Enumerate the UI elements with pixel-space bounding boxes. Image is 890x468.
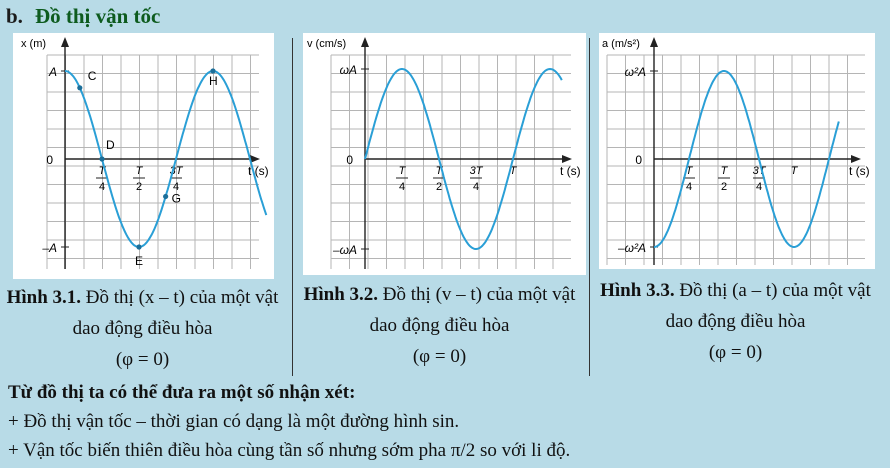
point-label: G [172, 191, 181, 205]
origin-label: 0 [46, 153, 53, 167]
max-value-label: ω²A [625, 65, 646, 79]
tick-denominator: 2 [721, 181, 727, 193]
caption-x-t-bold: Hình 3.1. [6, 287, 82, 308]
tick-numerator: T [99, 165, 107, 177]
divider-1 [292, 38, 293, 376]
tick-denominator: 4 [99, 181, 105, 193]
graph-a-t: a (m/s²) t (s) 0 ω²A –ω²A T 4 T 2 3T 4 T [599, 33, 875, 269]
caption-v-t-bold: Hình 3.2. [303, 284, 379, 305]
caption-x-t: Hình 3.1. Đồ thị (x – t) của một vật dao… [0, 282, 285, 375]
figure-panel-v-t: v (cm/s) t (s) 0 ωA –ωA T 4 T 2 3T 4 T Hình 3.2. Đồ… [297, 33, 586, 383]
section-heading: b. Đồ thị vận tốc [6, 4, 160, 29]
figure-panel-x-t: x (m) t (s) 0 A –A T 4 T 2 3T 4 C D E G H Hình 3.1. Đồ … [0, 33, 285, 383]
remarks-title: Từ đồ thị ta có thể đưa ra một số nhận x… [8, 382, 356, 403]
time-axis-label: t (s) [560, 164, 581, 178]
tick-numerator: T [136, 165, 144, 177]
tick-numerator: T [686, 165, 694, 177]
caption-a-t: Hình 3.3. Đồ thị (a – t) của một vật dao… [593, 275, 878, 368]
point-label: D [106, 138, 115, 152]
figure-panel-a-t: a (m/s²) t (s) 0 ω²A –ω²A T 4 T 2 3T 4 T Hình 3.3. … [593, 33, 878, 383]
point-label: E [135, 254, 143, 268]
tick-numerator: T [436, 165, 444, 177]
oscillation-curve [653, 70, 840, 248]
section-label: b. [6, 4, 23, 28]
max-value-label: A [48, 65, 57, 79]
caption-a-t-bold: Hình 3.3. [600, 280, 675, 301]
time-axis-arrow-icon [851, 155, 861, 163]
value-axis-label: x (m) [21, 38, 46, 50]
min-value-label: –ωA [332, 243, 357, 257]
graph-v-t: v (cm/s) t (s) 0 ωA –ωA T 4 T 2 3T 4 T [303, 33, 586, 275]
curve-point [99, 156, 105, 162]
graph-x-t: x (m) t (s) 0 A –A T 4 T 2 3T 4 C D E G H [13, 33, 274, 279]
tick-denominator: 2 [436, 181, 442, 193]
caption-v-t: Hình 3.2. Đồ thị (v – t) của một vật dao… [297, 279, 582, 372]
divider-2 [589, 38, 590, 376]
caption-v-t-text: Đồ thị (v – t) của một vật dao động điều… [369, 284, 576, 336]
tick-period: T [791, 165, 799, 177]
point-label: C [88, 69, 97, 83]
curve-point [163, 193, 169, 200]
remark-item-2: + Vận tốc biến thiên điều hòa cùng tần s… [8, 440, 571, 461]
time-axis-arrow-icon [562, 155, 572, 163]
tick-denominator: 4 [686, 181, 692, 193]
caption-x-t-phase: (φ = 0) [115, 349, 170, 370]
caption-v-t-phase: (φ = 0) [412, 346, 467, 367]
graph-a-t-svg: a (m/s²) t (s) 0 ω²A –ω²A T 4 T 2 3T 4 T [602, 37, 870, 265]
tick-denominator: 4 [173, 181, 179, 193]
max-value-label: ωA [340, 63, 357, 77]
point-label: H [209, 74, 218, 88]
tick-denominator: 4 [399, 181, 405, 193]
tick-denominator: 4 [473, 181, 479, 193]
caption-a-t-text: Đồ thị (a – t) của một vật dao động điều… [665, 280, 871, 332]
origin-label: 0 [346, 153, 353, 167]
value-axis-label: v (cm/s) [307, 38, 346, 50]
min-value-label: –A [41, 241, 57, 255]
tick-numerator: T [721, 165, 729, 177]
remark-item-1: + Đồ thị vận tốc – thời gian có dạng là … [8, 411, 460, 432]
value-axis-label: a (m/s²) [602, 38, 640, 50]
min-value-label: –ω²A [617, 241, 646, 255]
value-axis-arrow-icon [361, 37, 369, 47]
curve-point [210, 68, 216, 74]
remarks: Từ đồ thị ta có thể đưa ra một số nhận x… [8, 378, 570, 465]
tick-denominator: 2 [136, 181, 142, 193]
caption-x-t-text: Đồ thị (x – t) của một vật dao động điều… [72, 287, 279, 339]
time-axis-label: t (s) [849, 164, 870, 178]
graph-v-t-svg: v (cm/s) t (s) 0 ωA –ωA T 4 T 2 3T 4 T [307, 37, 581, 269]
tick-numerator: 3T [470, 165, 484, 177]
value-axis-arrow-icon [650, 37, 658, 47]
curve-point [77, 85, 83, 91]
caption-a-t-phase: (φ = 0) [708, 342, 763, 363]
section-title: Đồ thị vận tốc [34, 4, 161, 28]
tick-denominator: 4 [756, 181, 762, 193]
curve-point [136, 244, 142, 250]
tick-numerator: T [399, 165, 407, 177]
value-axis-arrow-icon [61, 37, 69, 47]
tick-period: T [510, 165, 518, 177]
time-axis-arrow-icon [250, 155, 260, 163]
tick-numerator: 3T [753, 165, 767, 177]
oscillation-curve [364, 67, 563, 250]
origin-label: 0 [635, 153, 642, 167]
